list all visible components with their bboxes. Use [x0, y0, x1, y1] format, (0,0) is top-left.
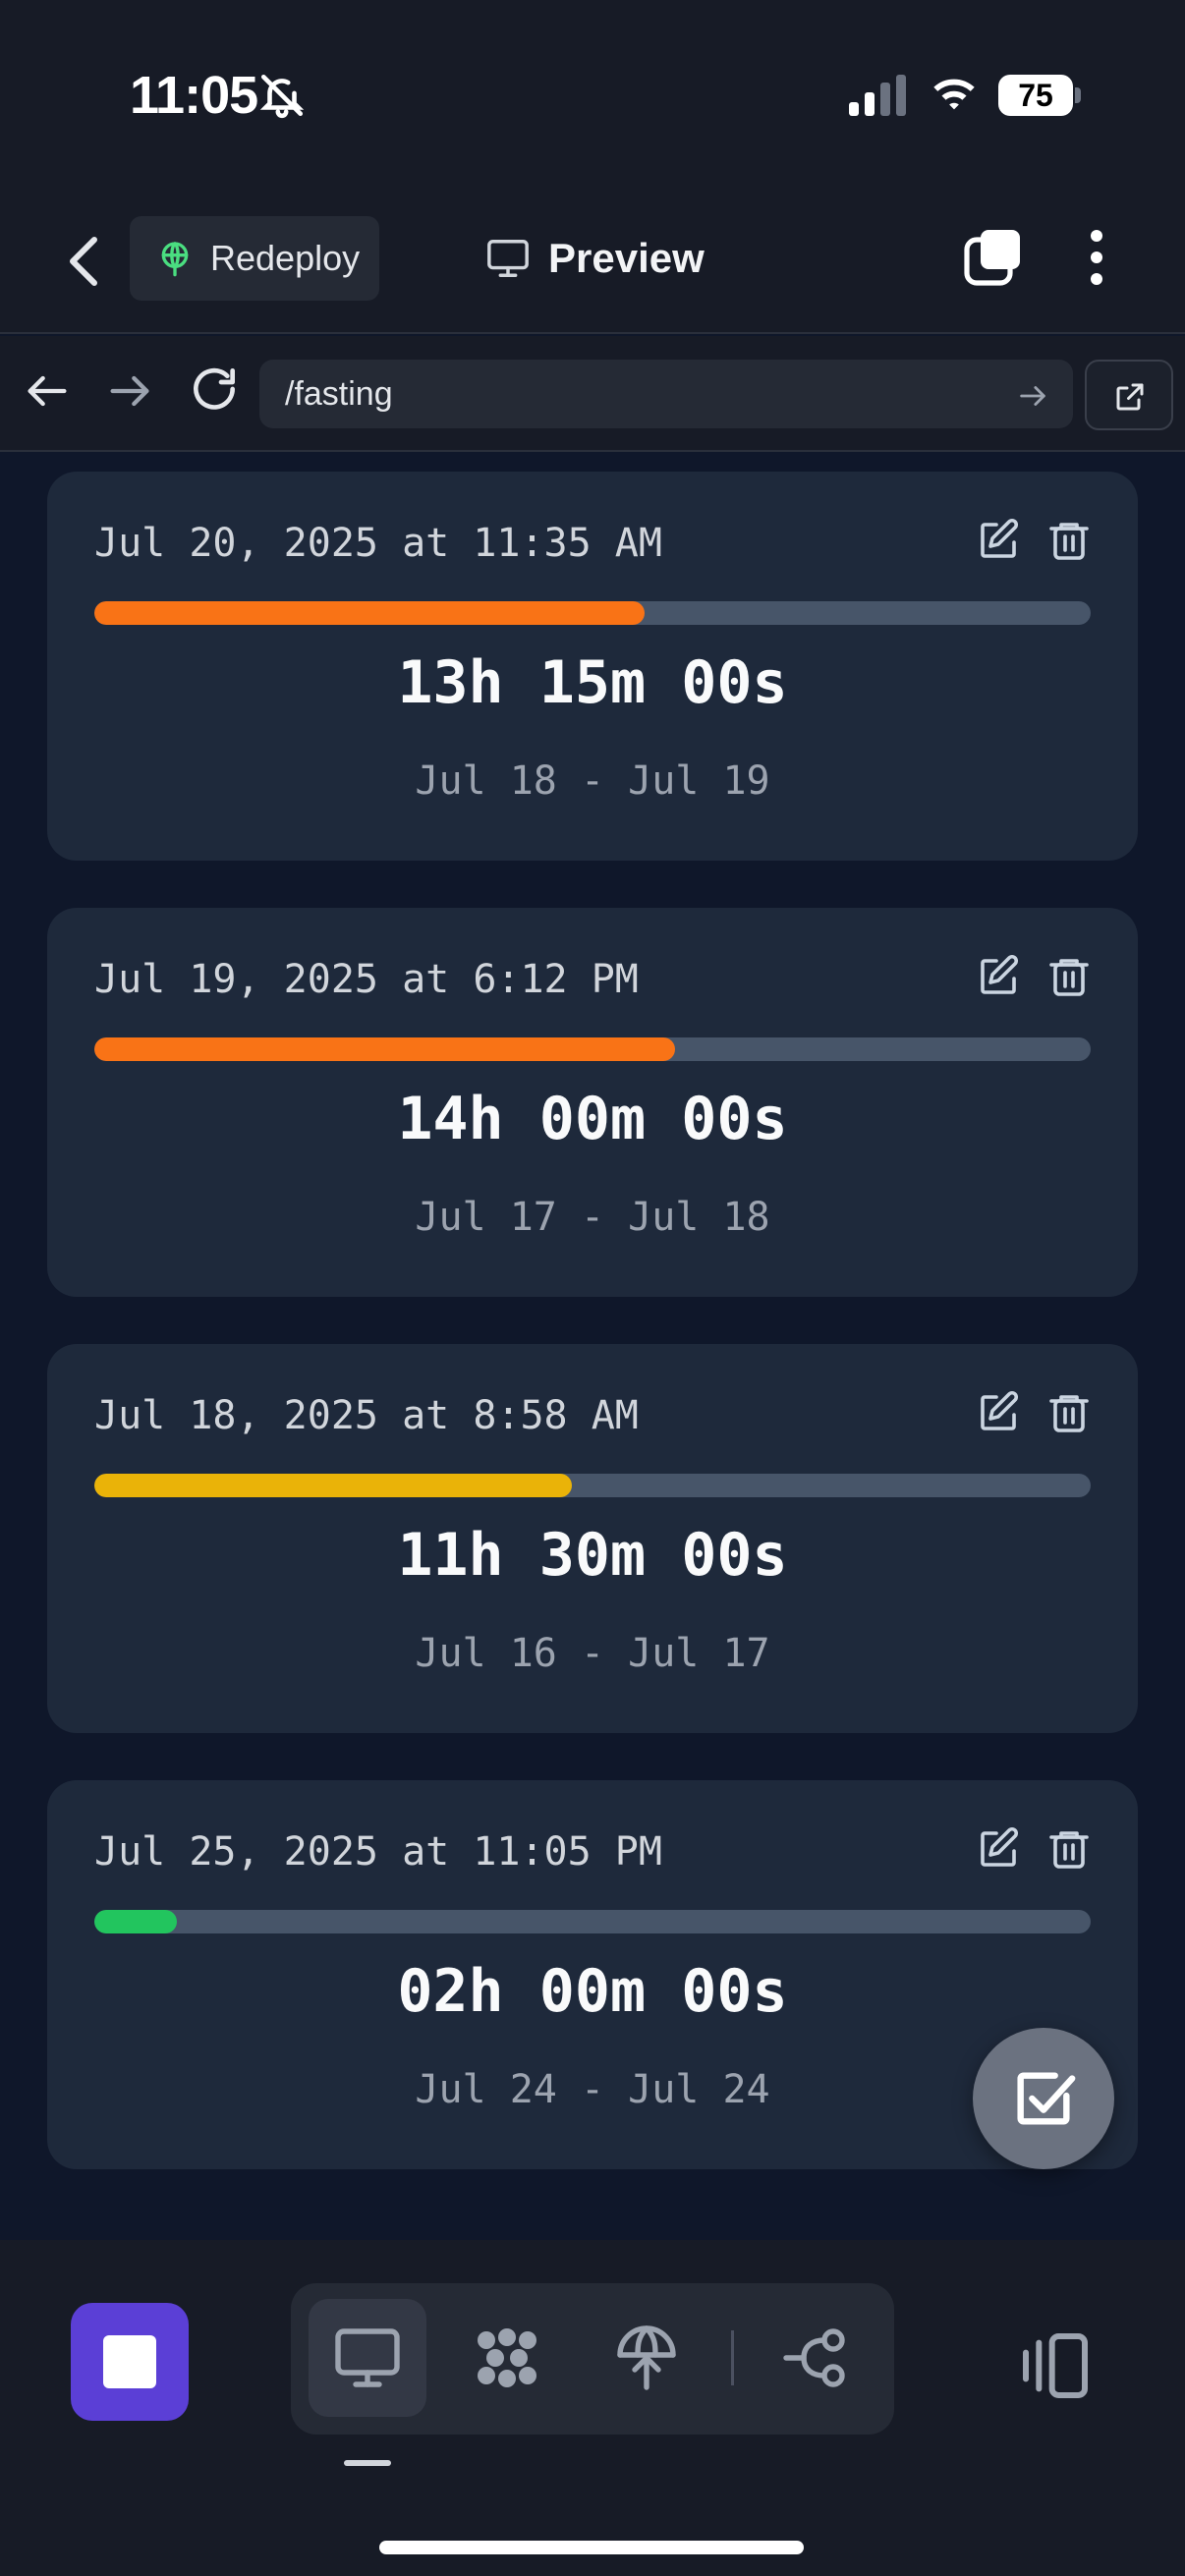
progress-bar: [94, 1474, 1091, 1497]
fast-card: Jul 20, 2025 at 11:35 AM 13h 15m 00s Jul…: [47, 472, 1138, 861]
battery-level: 75: [998, 75, 1073, 116]
fasting-list: Jul 20, 2025 at 11:35 AM 13h 15m 00s Jul…: [0, 454, 1185, 2240]
url-bar: /fasting: [0, 336, 1185, 452]
fast-range: Jul 17 - Jul 18: [415, 1195, 770, 1240]
progress-bar: [94, 601, 1091, 625]
fast-range: Jul 18 - Jul 19: [415, 758, 770, 804]
branch-icon: [783, 2328, 845, 2387]
fast-date: Jul 19, 2025 at 6:12 PM: [94, 957, 639, 1002]
battery-cap: [1075, 87, 1081, 103]
wifi-icon: [933, 79, 975, 110]
blocks-tool-button[interactable]: [448, 2299, 566, 2417]
fast-duration: 11h 30m 00s: [397, 1521, 788, 1590]
more-vertical-icon[interactable]: [1077, 226, 1116, 289]
fast-card: Jul 25, 2025 at 11:05 PM 02h 00m 00s Jul…: [47, 1780, 1138, 2169]
blocks-icon: [478, 2328, 536, 2387]
trash-icon[interactable]: [1045, 1825, 1093, 1873]
stop-button[interactable]: [71, 2303, 189, 2421]
bell-slash-icon: [259, 74, 305, 119]
edit-icon[interactable]: [975, 953, 1022, 1000]
fast-card: Jul 19, 2025 at 6:12 PM 14h 00m 00s Jul …: [47, 908, 1138, 1297]
external-link-icon: [1116, 383, 1144, 411]
redeploy-button[interactable]: Redeploy: [130, 216, 379, 301]
progress-fill: [94, 1474, 572, 1497]
bottom-toolbar: [0, 2240, 1185, 2576]
stop-icon: [103, 2335, 156, 2388]
preview-tool-button[interactable]: [309, 2299, 426, 2417]
progress-bar: [94, 1910, 1091, 1933]
monitor-icon: [335, 2328, 400, 2387]
fast-range: Jul 24 - Jul 24: [415, 2067, 770, 2112]
arrow-right-icon[interactable]: [104, 365, 155, 417]
progress-fill: [94, 1037, 676, 1061]
monitor-icon: [487, 240, 529, 277]
fast-range: Jul 16 - Jul 17: [415, 1631, 770, 1676]
signal-icon: [849, 75, 906, 116]
trash-icon[interactable]: [1045, 1389, 1093, 1436]
redeploy-icon: [161, 242, 189, 277]
progress-fill: [94, 1910, 178, 1933]
fast-duration: 14h 00m 00s: [397, 1085, 788, 1153]
redeploy-label: Redeploy: [210, 238, 361, 278]
fast-card: Jul 18, 2025 at 8:58 AM 11h 30m 00s Jul …: [47, 1344, 1138, 1733]
branch-tool-button[interactable]: [757, 2299, 875, 2417]
deploy-tool-button[interactable]: [588, 2299, 705, 2417]
fast-date: Jul 18, 2025 at 8:58 AM: [94, 1393, 639, 1438]
preview-title[interactable]: Preview: [485, 226, 705, 291]
panel-icon[interactable]: [1016, 2326, 1095, 2405]
go-arrow-icon[interactable]: [1016, 379, 1049, 413]
arrow-left-icon[interactable]: [22, 365, 73, 417]
progress-bar: [94, 1037, 1091, 1061]
tool-divider: [731, 2330, 734, 2385]
checkbox-check-icon: [1017, 2072, 1076, 2125]
fast-date: Jul 25, 2025 at 11:05 PM: [94, 1829, 662, 1875]
fast-duration: 02h 00m 00s: [397, 1957, 788, 2026]
progress-fill: [94, 601, 645, 625]
edit-icon[interactable]: [975, 517, 1022, 564]
app-header: Redeploy Preview: [0, 187, 1185, 334]
tool-group: [291, 2283, 894, 2435]
open-external-button[interactable]: [1085, 360, 1173, 430]
url-input[interactable]: /fasting: [259, 360, 1073, 428]
trash-icon[interactable]: [1045, 517, 1093, 564]
fast-date: Jul 20, 2025 at 11:35 AM: [94, 521, 662, 566]
home-indicator: [379, 2541, 804, 2554]
trash-icon[interactable]: [1045, 953, 1093, 1000]
active-tab-indicator: [344, 2460, 391, 2466]
status-time: 11:05: [130, 66, 258, 125]
preview-label: Preview: [548, 235, 705, 281]
reload-icon[interactable]: [187, 362, 242, 417]
deploy-icon: [617, 2325, 676, 2390]
back-chevron-icon[interactable]: [65, 234, 104, 289]
tabs-icon[interactable]: [961, 226, 1024, 289]
fast-duration: 13h 15m 00s: [397, 648, 788, 717]
edit-icon[interactable]: [975, 1825, 1022, 1873]
status-bar: 11:05 75: [0, 0, 1185, 187]
complete-fast-button[interactable]: [973, 2028, 1114, 2169]
battery-icon: 75: [998, 75, 1081, 116]
edit-icon[interactable]: [975, 1389, 1022, 1436]
